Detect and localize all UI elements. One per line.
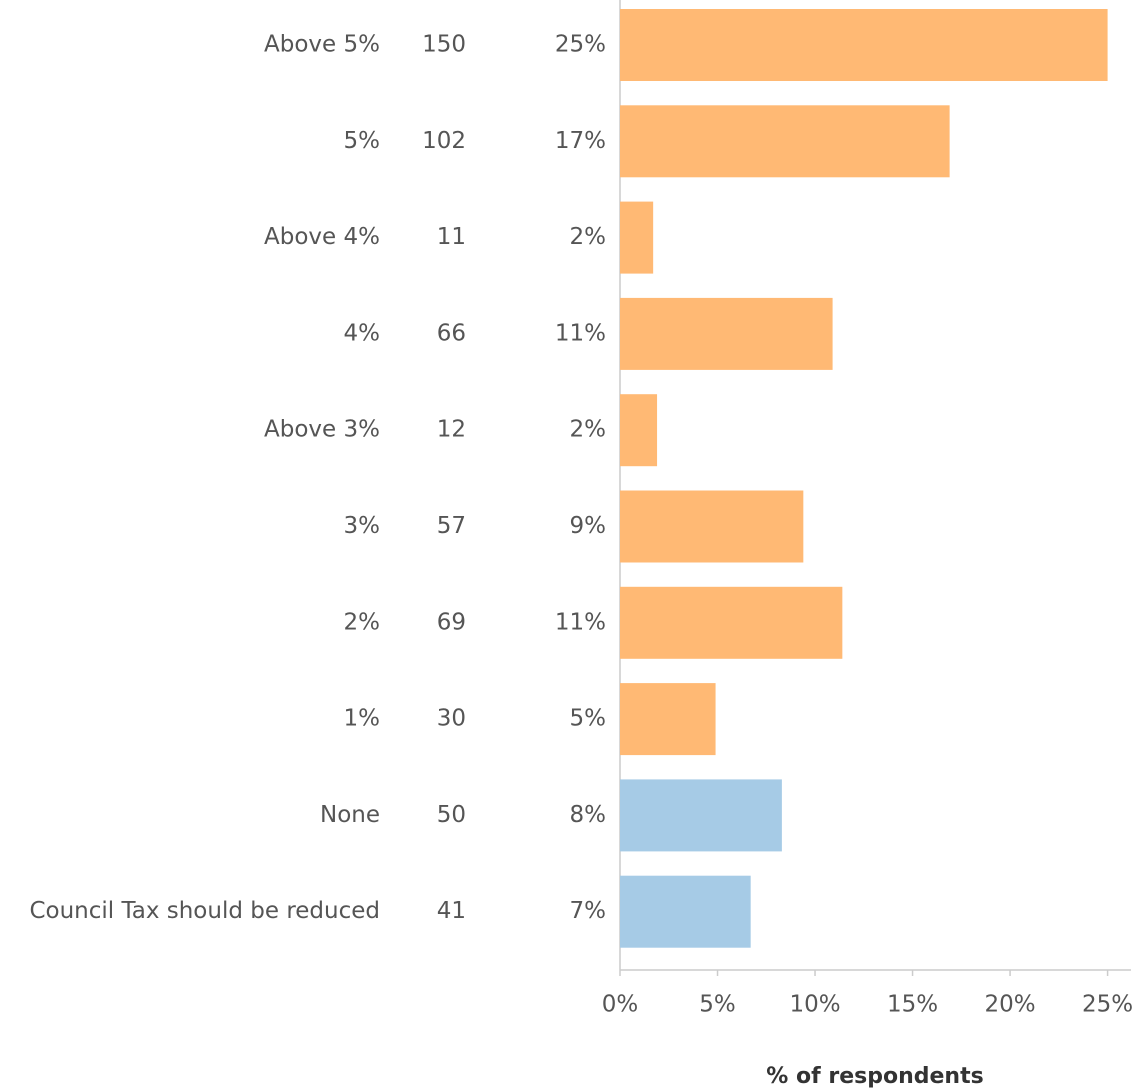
bar xyxy=(620,201,654,274)
count-label: 66 xyxy=(437,320,466,346)
category-label: None xyxy=(320,802,380,828)
value-label: 11% xyxy=(555,320,606,346)
bar xyxy=(620,779,782,852)
category-label: Above 5% xyxy=(264,32,380,58)
count-label: 50 xyxy=(437,802,466,828)
value-label: 9% xyxy=(570,513,607,539)
category-label: 4% xyxy=(344,320,381,346)
category-label: 5% xyxy=(344,128,381,154)
category-label: Council Tax should be reduced xyxy=(29,898,380,924)
bar xyxy=(620,586,843,659)
bar xyxy=(620,105,950,178)
value-label: 17% xyxy=(555,128,606,154)
value-label: 2% xyxy=(570,224,607,250)
count-label: 69 xyxy=(437,609,466,635)
x-tick-label: 20% xyxy=(985,992,1036,1018)
value-label: 5% xyxy=(570,706,607,732)
count-label: 12 xyxy=(437,417,466,443)
count-label: 150 xyxy=(422,32,466,58)
count-label: 11 xyxy=(437,224,466,250)
x-tick-label: 25% xyxy=(1082,992,1133,1018)
count-label: 30 xyxy=(437,706,466,732)
x-tick-label: 10% xyxy=(789,992,840,1018)
bar xyxy=(620,394,658,467)
count-label: 102 xyxy=(422,128,466,154)
bar xyxy=(620,490,804,563)
value-label: 7% xyxy=(570,898,607,924)
bar xyxy=(620,9,1108,81)
category-label: 1% xyxy=(344,706,381,732)
bar xyxy=(620,297,833,370)
value-label: 8% xyxy=(570,802,607,828)
category-label: 2% xyxy=(344,609,381,635)
bar xyxy=(620,875,751,948)
category-label: Above 4% xyxy=(264,224,380,250)
value-label: 25% xyxy=(555,32,606,58)
bar xyxy=(620,683,716,756)
value-label: 11% xyxy=(555,609,606,635)
value-label: 2% xyxy=(570,417,607,443)
count-label: 57 xyxy=(437,513,466,539)
x-tick-label: 0% xyxy=(602,992,639,1018)
category-label: 3% xyxy=(344,513,381,539)
count-label: 41 xyxy=(437,898,466,924)
x-axis-title: % of respondents xyxy=(766,1064,983,1089)
x-tick-label: 15% xyxy=(887,992,938,1018)
category-label: Above 3% xyxy=(264,417,380,443)
x-tick-label: 5% xyxy=(699,992,736,1018)
